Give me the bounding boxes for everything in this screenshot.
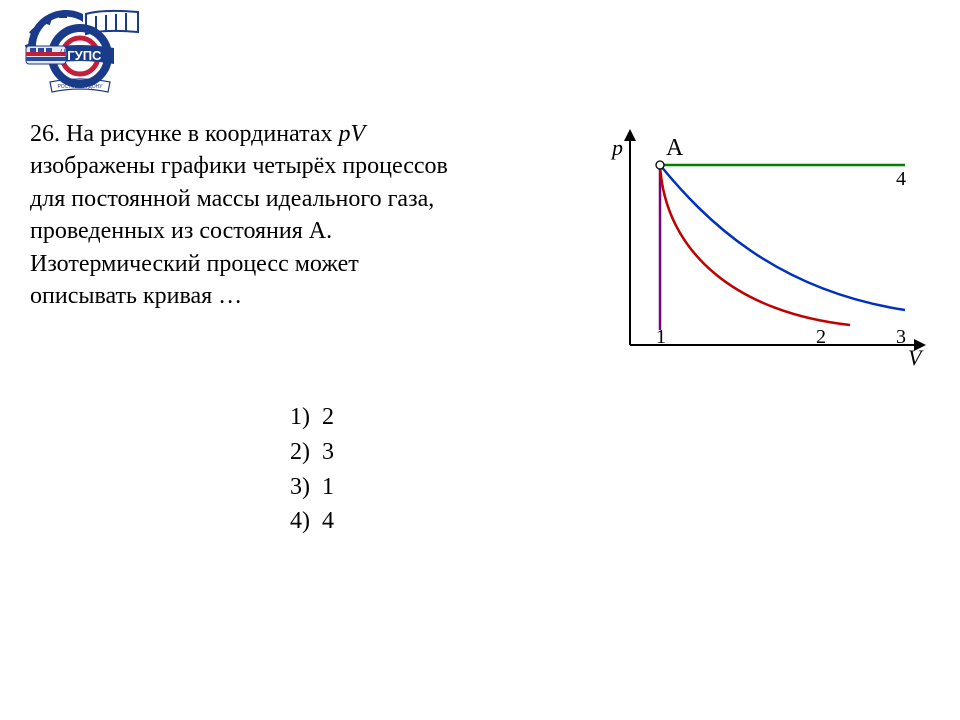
curve-2 — [660, 165, 850, 325]
curve-3 — [660, 165, 905, 310]
answer-4: 4) 4 — [290, 504, 334, 539]
point-a — [656, 161, 664, 169]
answer-list: 1) 2 2) 3 3) 1 4) 4 — [290, 400, 334, 539]
question-line-5: Изотермический процесс может — [30, 248, 560, 280]
point-label-a: А — [666, 135, 684, 161]
question-line-1a: 26. На рисунке в координатах — [30, 121, 339, 147]
page: РГУПС U РОСТОВ-НА-ДОНУ 26. На рисунке в … — [0, 0, 960, 720]
logo: РГУПС U РОСТОВ-НА-ДОНУ — [18, 4, 148, 99]
answer-3: 3) 1 — [290, 470, 334, 505]
curve-label-1: 1 — [656, 326, 666, 348]
question-line-3: для постоянной массы идеального газа, — [30, 183, 560, 215]
logo-subtext: РОСТОВ-НА-ДОНУ — [58, 84, 104, 90]
curve-label-2: 2 — [816, 326, 826, 348]
curve-label-3: 3 — [896, 326, 906, 348]
question-line-6: описывать кривая … — [30, 280, 560, 312]
question-text: 26. На рисунке в координатах pV изображе… — [30, 118, 560, 312]
answer-1: 1) 2 — [290, 400, 334, 435]
question-pv: pV — [339, 121, 366, 147]
curve-label-4: 4 — [896, 168, 906, 190]
question-line-2: изображены графики четырёх процессов — [30, 150, 560, 182]
axis-label-v: V — [908, 345, 924, 370]
question-line-4: проведенных из состояния А. — [30, 215, 560, 247]
logo-svg: РГУПС U РОСТОВ-НА-ДОНУ — [18, 4, 148, 99]
answer-2: 2) 3 — [290, 435, 334, 470]
axis-label-p: p — [610, 135, 623, 160]
question-line-1: 26. На рисунке в координатах pV — [30, 118, 560, 150]
pv-chart: p V А 1 2 3 4 — [600, 125, 930, 375]
pv-chart-svg: p V А 1 2 3 4 — [600, 125, 930, 375]
